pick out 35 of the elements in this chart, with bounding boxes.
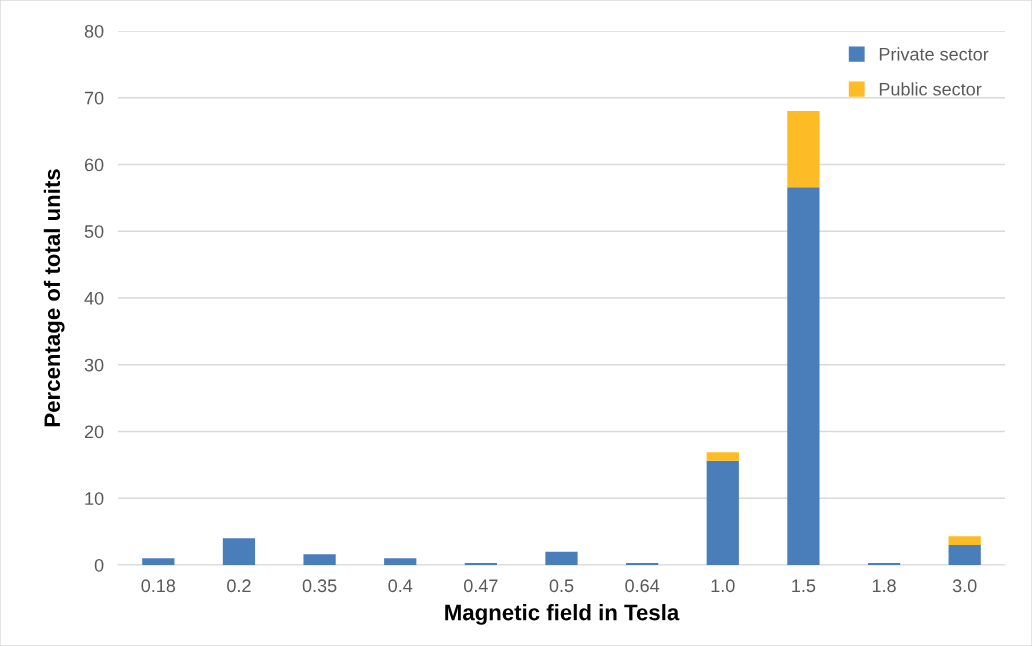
bar — [948, 544, 981, 565]
x-tick-label: 0.47 — [464, 579, 498, 593]
x-tick-label: 0.2 — [227, 579, 251, 593]
bar — [222, 538, 256, 565]
x-tick-label: 1.8 — [872, 579, 896, 593]
legend-label: Private sector — [879, 47, 989, 61]
y-tick-label: 60 — [84, 158, 104, 172]
y-axis-title: Percentage of total units — [43, 169, 65, 427]
y-tick-label: 10 — [85, 492, 104, 505]
x-tick-label: 3.0 — [952, 579, 977, 593]
bar — [142, 558, 175, 565]
x-tick-label: 0.35 — [302, 579, 337, 593]
x-tick-label: 1.0 — [711, 579, 735, 593]
y-tick-label: 30 — [84, 358, 104, 372]
bar — [787, 187, 820, 565]
bar — [706, 460, 739, 565]
x-axis-title: Magnetic field in Tesla — [445, 604, 680, 625]
y-tick-label: 80 — [84, 24, 104, 38]
x-tick-label: 0.5 — [549, 579, 574, 593]
bar — [706, 452, 739, 461]
bar — [303, 554, 336, 565]
y-tick-label: 20 — [84, 425, 104, 439]
y-tick-label: 0 — [94, 558, 104, 572]
legend-label: Public sector — [879, 82, 982, 96]
bar — [545, 551, 578, 565]
y-tick-label: 50 — [84, 225, 104, 238]
bar — [384, 558, 417, 565]
bar — [948, 536, 981, 545]
x-tick-label: 0.4 — [388, 579, 413, 593]
bar — [787, 111, 820, 188]
x-tick-label: 0.18 — [141, 579, 176, 593]
x-tick-label: 0.64 — [625, 579, 660, 593]
y-tick-label: 40 — [84, 291, 104, 305]
y-tick-label: 70 — [84, 91, 104, 105]
x-tick-label: 1.5 — [792, 579, 816, 593]
